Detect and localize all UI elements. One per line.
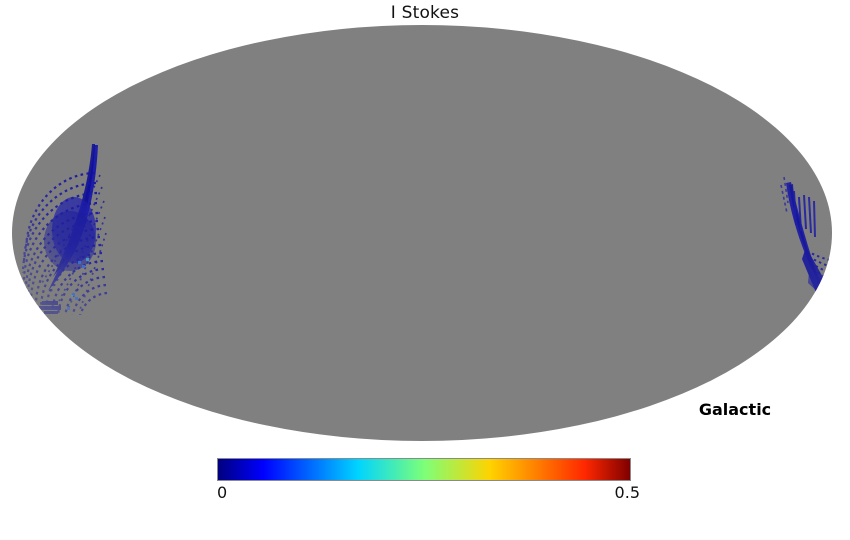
data-region-left-scan [21, 144, 108, 325]
colorbar-max-label: 0.5 [614, 483, 640, 502]
coordinate-system-label: Galactic [698, 400, 772, 419]
mollweide-ellipse [12, 25, 832, 441]
colorbar-min-label: 0 [217, 483, 228, 502]
unobserved-sky-region [12, 25, 832, 441]
colorbar-gradient [217, 458, 631, 481]
sky-map-projection [12, 25, 833, 441]
colorbar: 0 0.5 [217, 458, 640, 508]
page-title: I Stokes [390, 3, 460, 23]
